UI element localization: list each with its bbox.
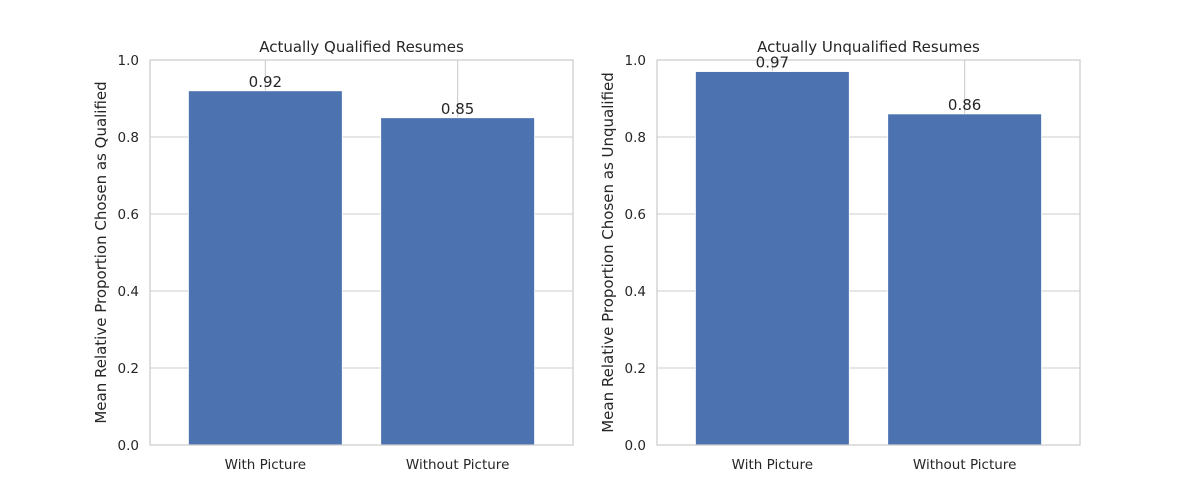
bars [188, 90, 535, 446]
data-labels: 0.92 0.85 [249, 73, 475, 118]
x-tick-label: Without Picture [406, 457, 509, 473]
chart-title: Actually Unqualified Resumes [757, 38, 980, 56]
y-tick-label: 0.0 [118, 438, 139, 454]
bar-value-label: 0.86 [948, 96, 981, 114]
y-tick-label: 0.8 [625, 130, 646, 146]
bar [188, 90, 343, 446]
bar [887, 113, 1042, 446]
y-tick-label: 0.2 [625, 361, 646, 377]
y-tick-label: 0.8 [118, 130, 139, 146]
y-tick-label: 0.2 [118, 361, 139, 377]
y-tick-label: 0.4 [118, 284, 139, 300]
bar [695, 71, 850, 446]
bar [380, 117, 535, 446]
bars [695, 71, 1042, 446]
bar-value-label: 0.97 [756, 54, 789, 72]
y-tick-label: 1.0 [118, 53, 139, 69]
x-tick-label: Without Picture [913, 457, 1016, 473]
subplot-unqualified: Actually Unqualified Resumes Mean Relati… [599, 38, 1081, 473]
subplot-qualified: Actually Qualified Resumes Mean Relative… [92, 38, 574, 473]
y-tick-label: 1.0 [625, 53, 646, 69]
x-tick-label: With Picture [732, 457, 813, 473]
y-tick-label: 0.0 [625, 438, 646, 454]
y-axis-label: Mean Relative Proportion Chosen as Unqua… [599, 72, 617, 433]
y-axis-label: Mean Relative Proportion Chosen as Quali… [92, 81, 110, 423]
x-tick-label: With Picture [225, 457, 306, 473]
y-tick-label: 0.6 [625, 207, 646, 223]
bar-value-label: 0.85 [441, 100, 474, 118]
data-labels: 0.97 0.86 [756, 54, 982, 114]
x-tick-labels: With Picture Without Picture [225, 457, 510, 473]
chart-title: Actually Qualified Resumes [259, 38, 464, 56]
y-tick-label: 0.4 [625, 284, 646, 300]
y-tick-labels: 0.0 0.2 0.4 0.6 0.8 1.0 [625, 53, 646, 454]
bar-value-label: 0.92 [249, 73, 282, 91]
axes-frame [656, 59, 1081, 446]
y-tick-labels: 0.0 0.2 0.4 0.6 0.8 1.0 [118, 53, 139, 454]
x-tick-labels: With Picture Without Picture [732, 457, 1017, 473]
y-tick-label: 0.6 [118, 207, 139, 223]
axes-frame [149, 59, 574, 446]
